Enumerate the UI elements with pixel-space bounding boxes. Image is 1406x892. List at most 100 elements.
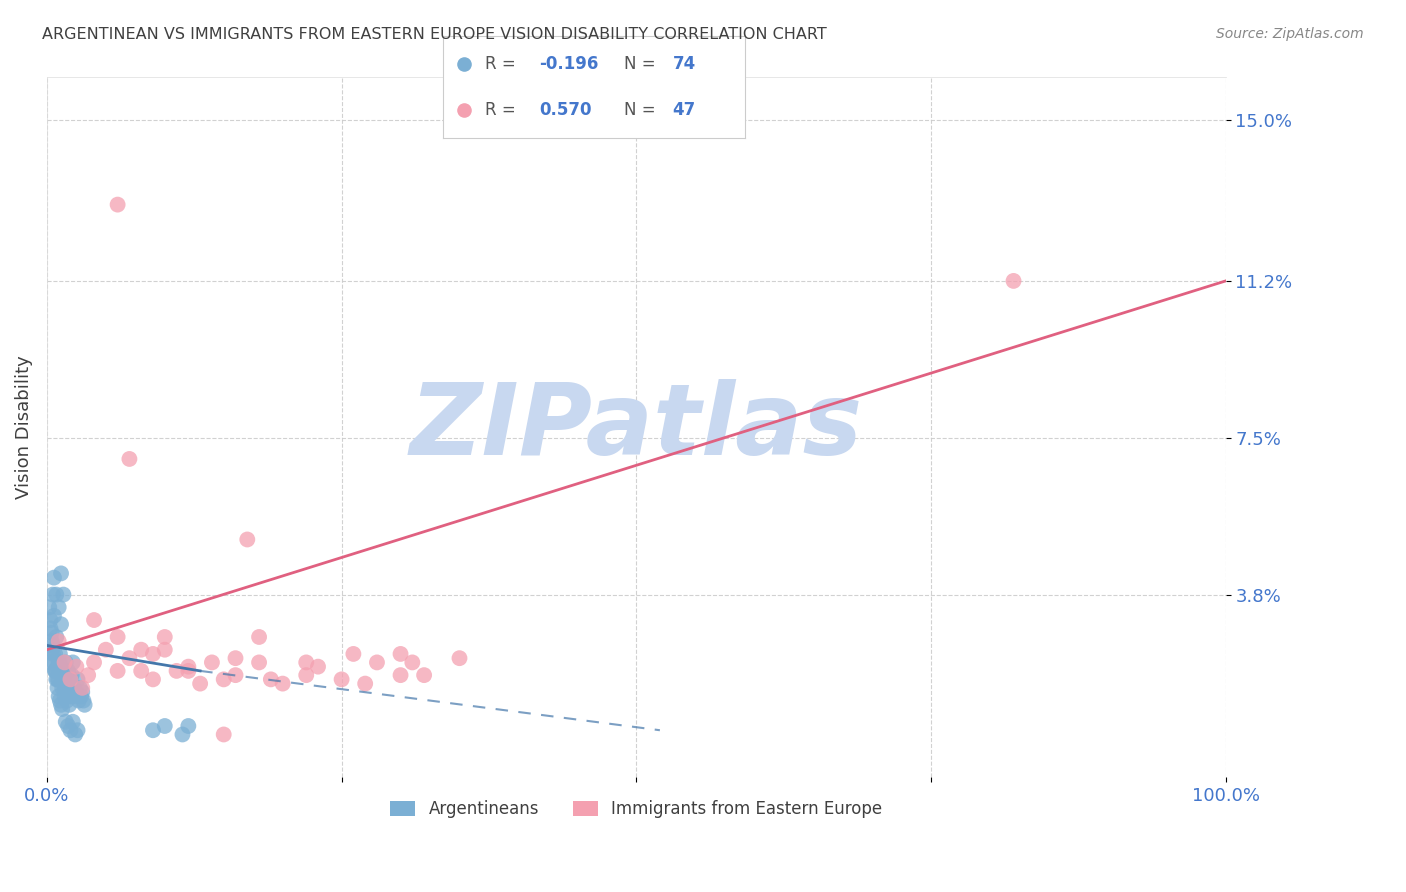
Point — [58, 690, 80, 704]
Point — [51, 681, 73, 695]
Point — [63, 690, 86, 704]
Point — [247, 630, 270, 644]
Point — [94, 642, 117, 657]
Point — [59, 673, 82, 687]
Point — [58, 698, 80, 712]
Point — [77, 668, 100, 682]
Point — [66, 723, 89, 738]
Point — [389, 647, 412, 661]
Point — [56, 693, 79, 707]
Point — [72, 685, 94, 699]
Point — [330, 673, 353, 687]
Point — [236, 533, 259, 547]
Point — [49, 693, 72, 707]
Point — [51, 702, 73, 716]
Point — [295, 656, 318, 670]
Point — [224, 668, 246, 682]
Point — [45, 630, 67, 644]
Point — [449, 651, 471, 665]
Point — [67, 693, 90, 707]
Point — [42, 608, 65, 623]
Point — [55, 656, 77, 670]
Point — [48, 690, 70, 704]
Point — [52, 673, 75, 687]
Point — [224, 651, 246, 665]
Text: N =: N = — [624, 101, 661, 119]
Point — [172, 727, 194, 741]
Text: N =: N = — [624, 55, 661, 73]
Point — [52, 588, 75, 602]
Text: R =: R = — [485, 101, 522, 119]
Point — [42, 647, 65, 661]
Point — [42, 571, 65, 585]
Point — [153, 630, 176, 644]
Point — [59, 723, 82, 738]
Point — [44, 664, 66, 678]
Point — [46, 673, 69, 687]
Point — [271, 676, 294, 690]
Text: 47: 47 — [672, 101, 696, 119]
Point — [65, 685, 87, 699]
Point — [56, 685, 79, 699]
Point — [49, 566, 72, 581]
Point — [342, 647, 364, 661]
Text: 74: 74 — [672, 55, 696, 73]
Point — [59, 690, 82, 704]
Point — [201, 656, 224, 670]
Point — [63, 681, 86, 695]
Point — [41, 625, 63, 640]
Point — [65, 659, 87, 673]
Y-axis label: Vision Disability: Vision Disability — [15, 355, 32, 499]
Point — [295, 668, 318, 682]
Point — [70, 690, 93, 704]
Point — [129, 664, 152, 678]
Point — [46, 659, 69, 673]
Point — [41, 642, 63, 657]
Point — [66, 673, 89, 687]
Point — [55, 681, 77, 695]
Point — [38, 600, 60, 615]
Point — [247, 656, 270, 670]
Point — [129, 642, 152, 657]
Point — [53, 656, 76, 670]
Point — [118, 452, 141, 467]
Point — [142, 647, 165, 661]
Point — [453, 103, 475, 117]
Point — [49, 668, 72, 682]
Point — [49, 647, 72, 661]
Point — [42, 588, 65, 602]
Point — [72, 693, 94, 707]
Point — [389, 668, 412, 682]
Point — [453, 57, 475, 71]
Point — [39, 622, 62, 636]
Text: ARGENTINEAN VS IMMIGRANTS FROM EASTERN EUROPE VISION DISABILITY CORRELATION CHAR: ARGENTINEAN VS IMMIGRANTS FROM EASTERN E… — [42, 27, 827, 42]
Point — [177, 664, 200, 678]
Point — [48, 634, 70, 648]
Point — [48, 656, 70, 670]
Point — [59, 673, 82, 687]
Point — [56, 685, 79, 699]
Point — [45, 588, 67, 602]
Point — [73, 698, 96, 712]
Point — [45, 664, 67, 678]
Point — [39, 613, 62, 627]
Point — [62, 714, 84, 729]
Point — [60, 668, 83, 682]
Point — [49, 656, 72, 670]
Point — [118, 651, 141, 665]
Legend: Argentineans, Immigrants from Eastern Europe: Argentineans, Immigrants from Eastern Eu… — [384, 793, 889, 824]
Point — [212, 727, 235, 741]
Point — [142, 673, 165, 687]
Point — [45, 673, 67, 687]
Point — [41, 634, 63, 648]
Text: -0.196: -0.196 — [540, 55, 599, 73]
Point — [44, 664, 66, 678]
Point — [142, 723, 165, 738]
Point — [56, 664, 79, 678]
Point — [212, 673, 235, 687]
Point — [63, 727, 86, 741]
Point — [1002, 274, 1025, 288]
Point — [413, 668, 436, 682]
Point — [107, 197, 129, 211]
Text: Source: ZipAtlas.com: Source: ZipAtlas.com — [1216, 27, 1364, 41]
